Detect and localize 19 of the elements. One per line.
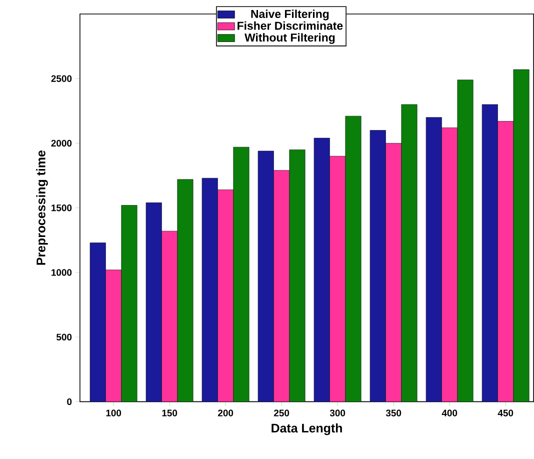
y-tick-label: 1500 [52, 204, 72, 212]
y-tick-label: 2000 [51, 140, 72, 147]
legend-label: Naive Filtering [251, 10, 329, 21]
x-tick-label: 200 [218, 410, 234, 417]
y-tick-label: 0 [67, 398, 72, 406]
y-tick-label: 1000 [52, 269, 72, 276]
x-axis-title: Data Length [272, 424, 342, 436]
x-tick-label: 250 [274, 410, 290, 417]
legend-label: Fisher Discriminate [238, 22, 343, 30]
x-tick-label: 300 [330, 410, 346, 417]
y-tick-label: 500 [56, 334, 72, 341]
x-tick-label: 400 [442, 410, 458, 417]
x-tick-label: 450 [498, 410, 514, 417]
legend-label: Without Filtering [244, 33, 335, 44]
x-tick-label: 100 [106, 410, 122, 417]
y-axis-title: Preprocessing time [36, 150, 48, 265]
x-tick-label: 350 [386, 410, 402, 417]
x-tick-label: 150 [162, 410, 178, 417]
y-tick-label: 2500 [51, 75, 72, 82]
